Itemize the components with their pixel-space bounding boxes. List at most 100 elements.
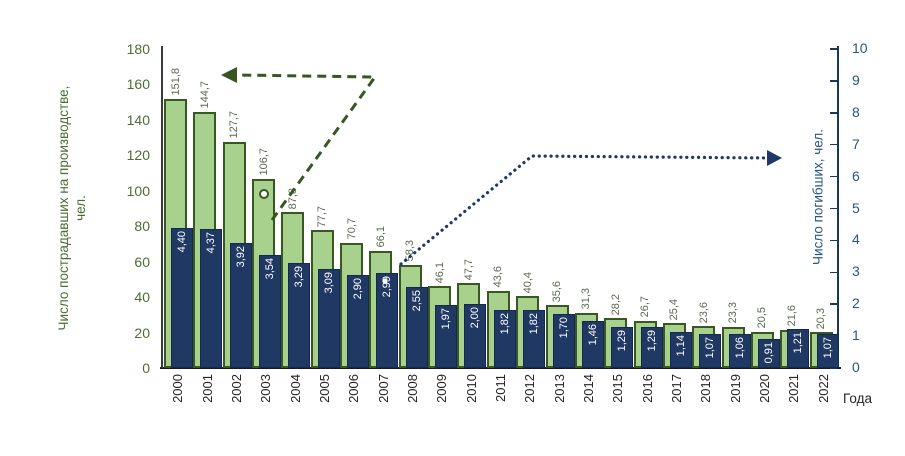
label-fatalities-2000: 4,40 [176, 230, 188, 253]
right-axis-tick-10: 10 [852, 40, 868, 56]
year-label-2010: 2010 [463, 374, 479, 403]
label-injured-2001: 144,7 [198, 81, 211, 109]
label-fatalities-2018: 1,07 [704, 336, 717, 359]
left-axis-tick-0: 0 [142, 360, 150, 376]
label-injured-2002: 127,7 [228, 111, 241, 139]
year-label-2004: 2004 [287, 374, 303, 403]
right-axis-pointer-arrowhead [767, 150, 782, 166]
left-axis-tick-20: 20 [134, 324, 150, 341]
bar-fatalities-2007 [376, 272, 399, 368]
right-axis-tick-0: 0 [852, 359, 860, 375]
right-axis-tickmark-2 [830, 303, 837, 305]
label-injured-2009: 46,1 [433, 261, 446, 284]
left-axis-tick-60: 60 [134, 253, 150, 270]
left-axis-title: Число пострадавших на производстве, чел. [55, 38, 89, 378]
bar-fatalities-2018 [699, 333, 722, 368]
year-label-2022: 2022 [815, 374, 831, 403]
year-label-2017: 2017 [669, 374, 685, 403]
year-label-2002: 2002 [228, 374, 244, 403]
label-injured-2008: 58,3 [404, 240, 417, 262]
left-axis-tick-40: 40 [134, 289, 150, 306]
label-injured-2000: 151,8 [169, 68, 182, 96]
label-fatalities-2016: 1,29 [645, 329, 658, 352]
year-label-2013: 2013 [551, 374, 567, 403]
bar-fatalities-2020 [757, 338, 780, 368]
label-injured-2022: 20,3 [815, 307, 828, 330]
label-fatalities-2004: 3,29 [293, 266, 306, 288]
label-fatalities-2007: 2,99 [381, 275, 394, 298]
label-injured-2004: 87,8 [286, 187, 299, 210]
label-fatalities-2005: 3,09 [322, 272, 335, 294]
right-axis-tick-5: 5 [852, 199, 860, 216]
left-axis-tick-160: 160 [126, 76, 150, 93]
bar-fatalities-2013 [552, 313, 575, 368]
label-fatalities-2008: 2,55 [410, 289, 423, 312]
year-label-2008: 2008 [404, 374, 420, 403]
label-injured-2018: 23,6 [697, 301, 710, 324]
bar-fatalities-2005 [317, 269, 340, 368]
label-fatalities-2003: 3,54 [264, 258, 277, 280]
right-axis-tickmark-0 [830, 367, 837, 369]
label-fatalities-2020: 0,91 [762, 341, 775, 364]
label-fatalities-2009: 1,97 [440, 308, 453, 330]
label-injured-2015: 28,2 [609, 293, 622, 316]
year-label-2020: 2020 [757, 374, 773, 403]
label-fatalities-2014: 1,46 [586, 324, 599, 346]
right-axis-tickmark-8 [830, 112, 837, 114]
right-axis-line [837, 46, 839, 368]
bar-fatalities-2012 [523, 309, 546, 368]
bar-fatalities-2016 [640, 326, 663, 368]
left-axis-tick-180: 180 [126, 41, 150, 57]
bar-fatalities-2010 [464, 304, 487, 368]
year-label-2016: 2016 [639, 374, 655, 403]
right-axis-tick-9: 9 [852, 71, 860, 88]
right-axis-tickmark-7 [830, 143, 837, 146]
label-injured-2016: 26,7 [639, 296, 652, 318]
year-label-2011: 2011 [493, 374, 508, 402]
label-fatalities-2011: 1,82 [498, 312, 511, 335]
year-label-2007: 2007 [375, 374, 391, 403]
bar-fatalities-2015 [611, 326, 634, 368]
year-label-2021: 2021 [786, 374, 802, 403]
right-axis-tick-4: 4 [852, 231, 860, 248]
right-axis-tickmark-6 [830, 175, 837, 178]
year-label-2006: 2006 [346, 374, 362, 403]
year-label-2003: 2003 [258, 374, 274, 403]
year-label-2019: 2019 [727, 374, 743, 403]
label-injured-2019: 23,3 [727, 302, 740, 324]
label-fatalities-2017: 1,14 [674, 334, 687, 357]
year-label-2005: 2005 [316, 374, 332, 403]
bar-fatalities-2003 [259, 255, 282, 368]
right-axis-tickmark-5 [830, 207, 837, 210]
label-injured-2014: 31,3 [580, 288, 593, 310]
year-label-2009: 2009 [434, 374, 450, 403]
right-axis-tick-7: 7 [852, 135, 860, 152]
left-axis-tick-120: 120 [126, 147, 150, 164]
right-axis-tickmark-3 [830, 271, 837, 274]
bar-fatalities-2000 [171, 227, 193, 368]
bar-fatalities-2001 [200, 228, 223, 368]
label-injured-2006: 70,7 [345, 218, 358, 240]
right-axis-pointer-line [399, 154, 771, 266]
year-label-2018: 2018 [698, 374, 714, 403]
label-fatalities-2015: 1,29 [616, 329, 629, 352]
right-axis-tick-1: 1 [852, 327, 860, 344]
year-label-2001: 2001 [199, 374, 215, 403]
bar-fatalities-2002 [229, 242, 252, 368]
year-label-2014: 2014 [581, 374, 597, 403]
year-label-2015: 2015 [610, 374, 626, 403]
bar-fatalities-2008 [405, 286, 428, 368]
year-label-2012: 2012 [522, 374, 538, 403]
label-fatalities-2019: 1,06 [733, 337, 746, 359]
bar-fatalities-2011 [493, 309, 516, 368]
right-axis-tickmark-10 [830, 48, 837, 50]
label-injured-2013: 35,6 [551, 280, 564, 302]
right-axis-tickmark-4 [830, 239, 837, 242]
right-axis-tick-8: 8 [852, 103, 860, 120]
label-injured-2003: 106,7 [257, 148, 270, 176]
label-fatalities-2013: 1,70 [557, 316, 570, 339]
left-axis-line [161, 46, 163, 368]
label-injured-2021: 21,6 [785, 305, 798, 327]
left-axis-title-line1: Число пострадавших на производстве, [56, 85, 71, 331]
label-injured-2011: 43,6 [492, 266, 505, 288]
